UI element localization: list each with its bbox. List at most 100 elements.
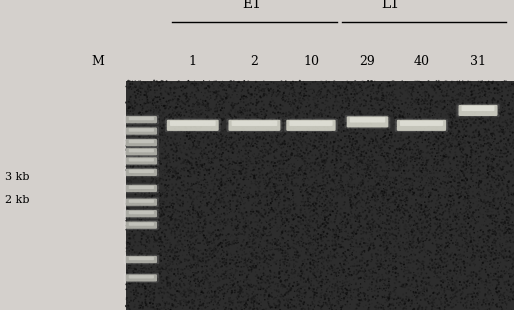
Point	[460, 280, 468, 285]
Point	[354, 147, 362, 152]
Point	[444, 220, 452, 225]
Point	[126, 126, 135, 131]
Point	[448, 227, 456, 232]
Point	[400, 259, 408, 264]
Point	[182, 300, 190, 305]
Point	[381, 266, 389, 271]
Point	[219, 141, 227, 146]
Point	[399, 82, 408, 87]
Point	[416, 133, 425, 138]
Point	[390, 245, 398, 250]
Point	[506, 255, 514, 260]
Point	[319, 176, 327, 181]
Point	[156, 212, 164, 217]
Point	[208, 158, 216, 163]
Point	[137, 166, 145, 171]
Point	[217, 218, 225, 223]
Point	[333, 170, 341, 175]
Point	[292, 108, 301, 113]
Point	[162, 254, 170, 259]
Point	[211, 182, 219, 187]
Point	[322, 144, 331, 149]
Point	[310, 258, 319, 263]
Point	[323, 184, 331, 189]
Point	[190, 257, 198, 262]
Point	[366, 219, 374, 224]
Point	[222, 189, 230, 194]
Point	[310, 208, 318, 213]
Point	[485, 234, 493, 239]
Point	[148, 267, 156, 272]
Point	[452, 83, 460, 88]
Point	[309, 147, 317, 152]
Point	[397, 175, 406, 180]
Point	[315, 225, 323, 230]
Point	[345, 135, 353, 140]
Point	[286, 208, 295, 213]
Point	[236, 168, 245, 173]
Point	[470, 210, 478, 215]
Point	[331, 270, 339, 275]
Point	[330, 295, 338, 300]
Point	[428, 191, 436, 196]
Point	[365, 89, 374, 94]
Point	[480, 138, 488, 143]
Point	[487, 80, 495, 85]
Point	[159, 243, 167, 248]
Point	[353, 303, 361, 308]
Point	[267, 79, 275, 84]
Point	[192, 108, 200, 113]
Point	[128, 133, 137, 138]
Point	[350, 277, 358, 282]
Point	[181, 290, 189, 295]
Point	[368, 165, 376, 170]
Point	[485, 144, 493, 149]
Point	[438, 231, 446, 236]
Point	[362, 264, 371, 269]
Point	[347, 148, 355, 153]
Point	[324, 214, 332, 219]
Point	[127, 98, 135, 103]
Point	[168, 214, 176, 219]
Point	[287, 102, 296, 107]
Point	[268, 237, 277, 242]
Point	[350, 230, 358, 235]
Point	[153, 191, 161, 196]
Point	[436, 237, 445, 242]
Point	[225, 299, 233, 304]
Point	[238, 307, 246, 310]
Point	[163, 158, 172, 163]
Point	[313, 196, 321, 201]
Point	[287, 197, 296, 202]
Point	[435, 269, 443, 274]
Point	[181, 215, 189, 220]
Point	[122, 164, 131, 169]
Point	[260, 160, 268, 165]
Point	[444, 98, 452, 103]
Point	[506, 169, 514, 174]
Point	[248, 181, 256, 186]
Point	[340, 114, 348, 119]
Point	[307, 184, 315, 188]
Point	[148, 296, 156, 301]
Point	[355, 292, 363, 297]
Point	[159, 278, 167, 283]
Point	[268, 88, 277, 93]
Point	[481, 282, 489, 287]
Point	[361, 271, 370, 276]
Point	[477, 134, 485, 139]
Point	[468, 89, 476, 94]
Point	[287, 288, 295, 293]
Point	[324, 286, 332, 290]
Point	[179, 183, 188, 188]
Point	[149, 102, 157, 107]
Point	[341, 237, 349, 242]
Point	[484, 248, 492, 253]
Point	[409, 168, 417, 173]
Bar	[126, 81, 514, 310]
Point	[365, 245, 374, 250]
Point	[370, 145, 378, 150]
FancyBboxPatch shape	[124, 255, 159, 264]
Point	[435, 78, 443, 83]
Point	[220, 272, 228, 277]
